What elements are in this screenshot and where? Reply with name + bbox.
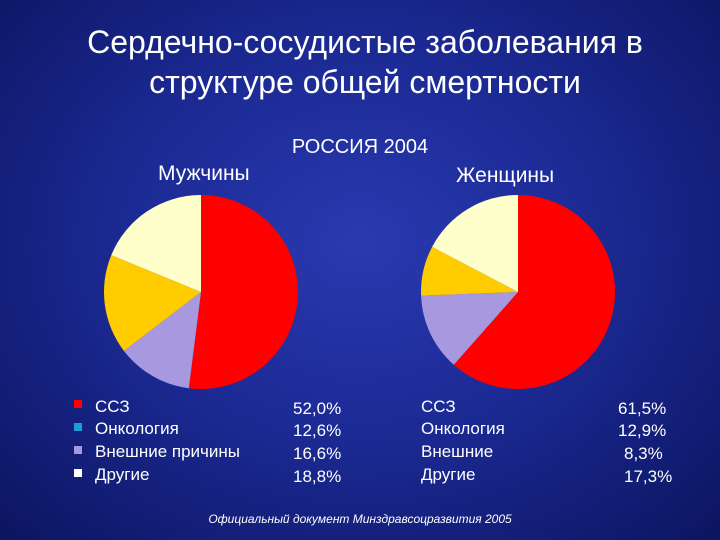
men-legend-label-oncology: Онкология [95,419,179,438]
women-pie-slice-1 [421,292,518,365]
women-legend-label-ssz: ССЗ [421,397,456,416]
women-pie-slice-3 [432,195,518,292]
men-pie-slice-1 [123,292,201,389]
women-legend-label-oncology: Онкология [421,419,505,438]
women-legend-label-external: Внешние [421,442,494,461]
women-value-other: 17,3% [624,467,673,486]
men-pie-slice-2 [104,255,201,351]
title-line-1: Сердечно-сосудистые заболевания в [87,24,643,60]
legend-square-oncology [74,423,82,431]
men-legend-label-external: Внешние причины [95,442,240,461]
women-pie-slice-2 [421,246,518,296]
men-pie [104,195,298,389]
women-pie [421,195,615,389]
title-line-2: структуре общей смертности [149,64,581,100]
men-value-ssz: 52,0% [293,399,342,418]
men-value-external: 16,6% [293,444,342,463]
women-pie-slice-0 [453,195,615,389]
women-value-external: 8,3% [624,444,663,463]
men-pie-slice-0 [188,195,298,389]
women-value-oncology: 12,9% [618,421,667,440]
men-legend-label-ssz: ССЗ [95,397,130,416]
men-value-oncology: 12,6% [293,421,342,440]
men-chart-title: Мужчины [158,162,250,185]
slide-title: Сердечно-сосудистые заболевания в структ… [20,22,710,102]
women-chart-title: Женщины [456,164,555,187]
legend-square-other [74,469,82,477]
legend-square-external [74,446,82,454]
women-value-ssz: 61,5% [618,399,667,418]
men-pie-slice-3 [111,195,201,292]
women-legend-label-other: Другие [421,465,476,484]
men-legend-label-other: Другие [95,465,150,484]
legend-square-ssz [74,400,82,408]
source-note: Официальный документ Минздравсоцразвития… [208,512,512,526]
men-value-other: 18,8% [293,467,342,486]
chart-subtitle: РОССИЯ 2004 [291,136,429,158]
